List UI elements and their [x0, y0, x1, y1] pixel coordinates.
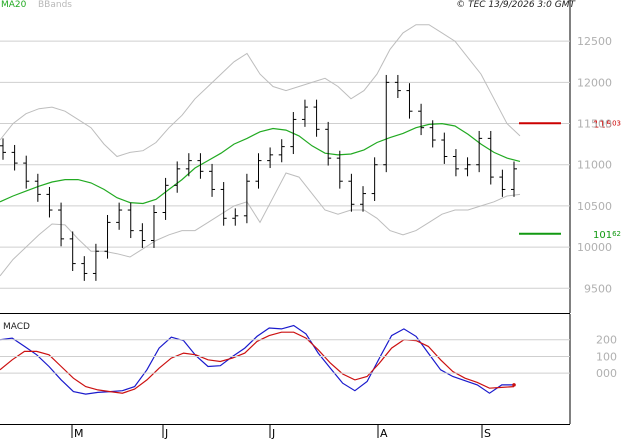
bbands-lower-line: [0, 172, 521, 277]
month-label: J: [271, 427, 275, 440]
month-label: J: [164, 427, 168, 440]
copyright-text: © TEC 13/9/2026 3:0 GMT: [456, 0, 575, 10]
macd-line: [0, 324, 514, 395]
signal-line: [0, 331, 515, 394]
bbands-upper-line: [0, 24, 521, 158]
macd-tick-label: 200: [596, 334, 617, 347]
price-tick-label: 10500: [577, 200, 612, 213]
ohlc-bars: [0, 74, 517, 281]
price-tick-label: 12000: [577, 76, 612, 89]
price-level-value: 101: [593, 230, 612, 241]
price-level-decimal: 62: [612, 230, 621, 238]
price-level-label: 11503: [593, 119, 621, 130]
price-tick-label: 9500: [584, 282, 612, 295]
price-tick-label: 10000: [577, 241, 612, 254]
macd-axis-labels: 200 100 000: [0, 334, 617, 380]
macd-lines: [0, 324, 516, 395]
macd-tick-label: 100: [596, 350, 617, 363]
price-tick-label: 12500: [577, 35, 612, 48]
price-axis-labels: 9500 10000 10500 11000 11500 12000 12500: [577, 35, 612, 295]
month-label: A: [380, 427, 388, 440]
bbands-legend: BBands: [38, 0, 72, 10]
ma20-line: [0, 122, 521, 205]
price-levels: 11503 10162: [519, 119, 621, 241]
gridlines: [0, 40, 570, 289]
month-label: M: [74, 427, 84, 440]
macd-tick-label: 000: [596, 367, 617, 380]
macd-end-marker: [512, 383, 516, 387]
price-level-decimal: 03: [612, 119, 621, 127]
macd-title: MACD: [3, 322, 30, 332]
price-tick-label: 11000: [577, 159, 612, 172]
price-tick-label: 11500: [577, 118, 612, 131]
ma20-line: [0, 122, 521, 205]
bollinger-bands: [0, 24, 521, 277]
price-level-value: 115: [593, 119, 612, 130]
price-level-label: 10162: [593, 230, 621, 241]
month-label: S: [484, 427, 491, 440]
ma20-legend: MA20: [1, 0, 27, 10]
